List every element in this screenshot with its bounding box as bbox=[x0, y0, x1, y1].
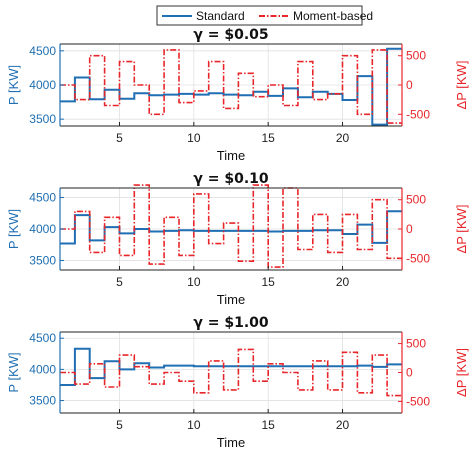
y-tick-label-right: -500 bbox=[406, 394, 430, 408]
y-tick-label-left: 4500 bbox=[29, 44, 56, 58]
y-tick-label-right: 0 bbox=[406, 366, 413, 380]
y-tick-label-right: 500 bbox=[406, 49, 426, 63]
chart-panel-1: 5 10 15 20 3500 4000 4500 -500 0 500 γ = $0.05 Time… bbox=[6, 27, 469, 163]
y-tick-label-right: -500 bbox=[406, 251, 430, 265]
x-tick-label: 20 bbox=[336, 275, 350, 289]
x-axis-label: Time bbox=[217, 148, 245, 163]
x-tick-label: 20 bbox=[336, 418, 350, 432]
series-standard-line bbox=[60, 347, 402, 386]
y-axis-label-left: P [KW] bbox=[6, 352, 21, 392]
legend-moment-label: Moment-based bbox=[293, 9, 373, 23]
y-axis-label-left: P [KW] bbox=[6, 65, 21, 105]
legend: Standard Moment-based bbox=[156, 5, 373, 26]
y-tick-label-left: 3500 bbox=[29, 394, 56, 408]
y-axis-label-right: ΔP [KW] bbox=[454, 205, 469, 254]
series-standard-line bbox=[60, 210, 402, 245]
chart-title: γ = $1.00 bbox=[193, 315, 269, 331]
chart-panel-2: 5 10 15 20 3500 4000 4500 -500 0 500 γ = $0.10 Time… bbox=[6, 171, 469, 307]
y-tick-label-right: 500 bbox=[406, 337, 426, 351]
x-tick-label: 5 bbox=[116, 131, 123, 145]
x-tick-label: 15 bbox=[261, 418, 275, 432]
y-tick-label-left: 4500 bbox=[29, 331, 56, 345]
y-tick-label-right: 0 bbox=[406, 78, 413, 92]
y-axis-label-left: P [KW] bbox=[6, 209, 21, 249]
x-tick-label: 15 bbox=[261, 131, 275, 145]
y-axis-label-right: ΔP [KW] bbox=[454, 61, 469, 110]
x-tick-label: 10 bbox=[187, 418, 201, 432]
chart-panel-3: 5 10 15 20 3500 4000 4500 -500 0 500 γ = $1.00 Time… bbox=[6, 315, 469, 450]
y-tick-label-left: 4000 bbox=[29, 362, 56, 376]
chart-title: γ = $0.05 bbox=[193, 27, 268, 43]
y-tick-label-right: 0 bbox=[406, 222, 413, 236]
x-tick-label: 15 bbox=[261, 275, 275, 289]
chart-title: γ = $0.10 bbox=[193, 171, 269, 187]
series-moment-line bbox=[60, 49, 402, 124]
y-tick-label-left: 4000 bbox=[29, 222, 56, 236]
y-axis-label-right: ΔP [KW] bbox=[454, 348, 469, 397]
x-axis-label: Time bbox=[217, 292, 245, 307]
x-tick-label: 20 bbox=[336, 131, 350, 145]
y-tick-label-right: -500 bbox=[406, 107, 430, 121]
y-tick-label-right: 500 bbox=[406, 193, 426, 207]
y-tick-label-left: 4000 bbox=[29, 78, 56, 92]
x-tick-label: 10 bbox=[187, 275, 201, 289]
y-tick-label-left: 3500 bbox=[29, 254, 56, 268]
y-tick-label-left: 4500 bbox=[29, 190, 56, 204]
series-moment-line bbox=[60, 184, 402, 268]
x-tick-label: 10 bbox=[187, 131, 201, 145]
x-tick-label: 5 bbox=[116, 418, 123, 432]
series-moment-line bbox=[60, 348, 402, 397]
series-standard-line bbox=[60, 47, 402, 126]
x-axis-label: Time bbox=[217, 435, 245, 450]
x-tick-label: 5 bbox=[116, 275, 123, 289]
y-tick-label-left: 3500 bbox=[29, 112, 56, 126]
legend-standard-label: Standard bbox=[196, 9, 245, 23]
